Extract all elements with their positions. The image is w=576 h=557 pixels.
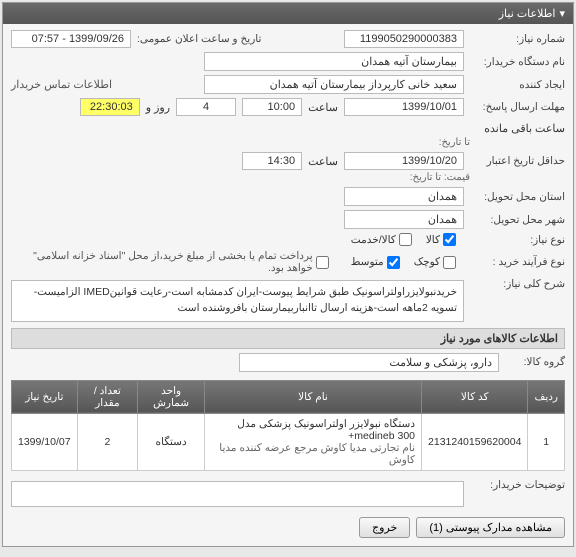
exit-button[interactable]: خروج	[359, 517, 410, 538]
group-value: دارو، پزشکی و سلامت	[239, 353, 499, 372]
need-goods-option[interactable]: کالا	[426, 233, 456, 246]
panel-title: اطلاعات نیاز	[499, 7, 556, 20]
buyer-notes-value	[11, 481, 464, 507]
buy-small-option[interactable]: کوچک	[414, 256, 456, 269]
creator-label: ایجاد کننده	[470, 79, 565, 91]
buy-medium-option[interactable]: متوسط	[351, 256, 400, 269]
payment-note-option[interactable]: پرداخت تمام یا بخشی از مبلغ خرید،از محل …	[11, 250, 329, 274]
cell-name: دستگاه نبولایزر اولتراسونیک پزشکی مدل me…	[204, 413, 421, 470]
th-unit: واحد شمارش	[138, 380, 205, 413]
req-no-label: شماره نیاز:	[470, 33, 565, 45]
buyer-notes-label: توضیحات خریدار:	[470, 479, 565, 491]
buyer-org-label: نام دستگاه خریدار:	[470, 56, 565, 68]
payment-note: پرداخت تمام یا بخشی از مبلغ خرید،از محل …	[11, 250, 313, 274]
panel-body: شماره نیاز: 1199050290000383 تاریخ و ساع…	[3, 24, 573, 546]
payment-note-checkbox[interactable]	[316, 256, 329, 269]
button-row: مشاهده مدارک پیوستی (1) خروج	[11, 511, 565, 540]
cell-idx: 1	[528, 413, 565, 470]
city-label: شهر محل تحویل:	[470, 214, 565, 226]
buy-medium-checkbox[interactable]	[387, 256, 400, 269]
need-service-label: کالا/خدمت	[351, 234, 396, 246]
validity-label: حداقل تاریخ اعتبار	[470, 155, 565, 167]
cell-need-date: 1399/10/07	[12, 413, 78, 470]
creator-value: سعید خانی کارپرداز بیمارستان آتیه همدان	[204, 75, 464, 94]
need-type-label: نوع نیاز:	[470, 234, 565, 246]
validity-date: 1399/10/20	[344, 152, 464, 170]
province-label: استان محل تحویل:	[470, 191, 565, 203]
buyer-org-value: بیمارستان آتیه همدان	[204, 52, 464, 71]
info-panel: ▾ اطلاعات نیاز شماره نیاز: 1199050290000…	[2, 2, 574, 547]
table-row[interactable]: 1 2131240159620004 دستگاه نبولایزر اولتر…	[12, 413, 565, 470]
deadline-label: مهلت ارسال پاسخ:	[470, 101, 565, 113]
group-label: گروه کالا:	[505, 356, 565, 368]
cell-name-l2: نام تجارتی مدیا کاوش مرجع عرضه کننده مدی…	[211, 442, 415, 466]
validity-to: قیمت: تا تاریخ:	[11, 172, 470, 183]
req-no-value: 1199050290000383	[344, 30, 464, 48]
remaining-label: ساعت باقی مانده	[484, 122, 565, 135]
day-suffix: روز و	[146, 101, 170, 114]
buy-medium-label: متوسط	[351, 256, 384, 268]
th-code: کد کالا	[422, 380, 528, 413]
countdown: 22:30:03	[80, 98, 140, 116]
goods-table: ردیف کد کالا نام کالا واحد شمارش تعداد /…	[11, 380, 565, 471]
days-value: 4	[176, 98, 236, 116]
deadline-date: 1399/10/01	[344, 98, 464, 116]
announce-label: تاریخ و ساعت اعلان عمومی:	[137, 33, 261, 45]
time-label: ساعت	[308, 101, 338, 114]
th-idx: ردیف	[528, 380, 565, 413]
cell-name-l1: دستگاه نبولایزر اولتراسونیک پزشکی مدل me…	[211, 418, 415, 442]
city-value: همدان	[344, 210, 464, 229]
buy-small-label: کوچک	[414, 256, 440, 268]
time-label2: ساعت	[308, 155, 338, 168]
deadline-to: تا تاریخ:	[11, 137, 470, 148]
cell-qty: 2	[77, 413, 138, 470]
goods-section-title: اطلاعات کالاهای مورد نیاز	[11, 328, 565, 349]
panel-header: ▾ اطلاعات نیاز	[3, 3, 573, 24]
validity-time: 14:30	[242, 152, 302, 170]
province-value: همدان	[344, 187, 464, 206]
buy-small-checkbox[interactable]	[443, 256, 456, 269]
th-need-date: تاریخ نیاز	[12, 380, 78, 413]
cell-unit: دستگاه	[138, 413, 205, 470]
attachments-button[interactable]: مشاهده مدارک پیوستی (1)	[416, 517, 565, 538]
buy-process-label: نوع فرآیند خرید :	[470, 256, 565, 268]
need-service-checkbox[interactable]	[399, 233, 412, 246]
collapse-icon[interactable]: ▾	[559, 7, 565, 20]
th-qty: تعداد / مقدار	[77, 380, 138, 413]
th-name: نام کالا	[204, 380, 421, 413]
need-goods-label: کالا	[426, 234, 440, 246]
contact-label: اطلاعات تماس خریدار	[11, 78, 112, 91]
announce-value: 1399/09/26 - 07:57	[11, 30, 131, 48]
need-goods-checkbox[interactable]	[443, 233, 456, 246]
deadline-time: 10:00	[242, 98, 302, 116]
table-header-row: ردیف کد کالا نام کالا واحد شمارش تعداد /…	[12, 380, 565, 413]
cell-code: 2131240159620004	[422, 413, 528, 470]
desc-label: شرح کلی نیاز:	[470, 278, 565, 290]
desc-value: خریدنبولایزراولتراسونیک طبق شرایط پیوست-…	[11, 280, 464, 322]
need-service-option[interactable]: کالا/خدمت	[351, 233, 412, 246]
